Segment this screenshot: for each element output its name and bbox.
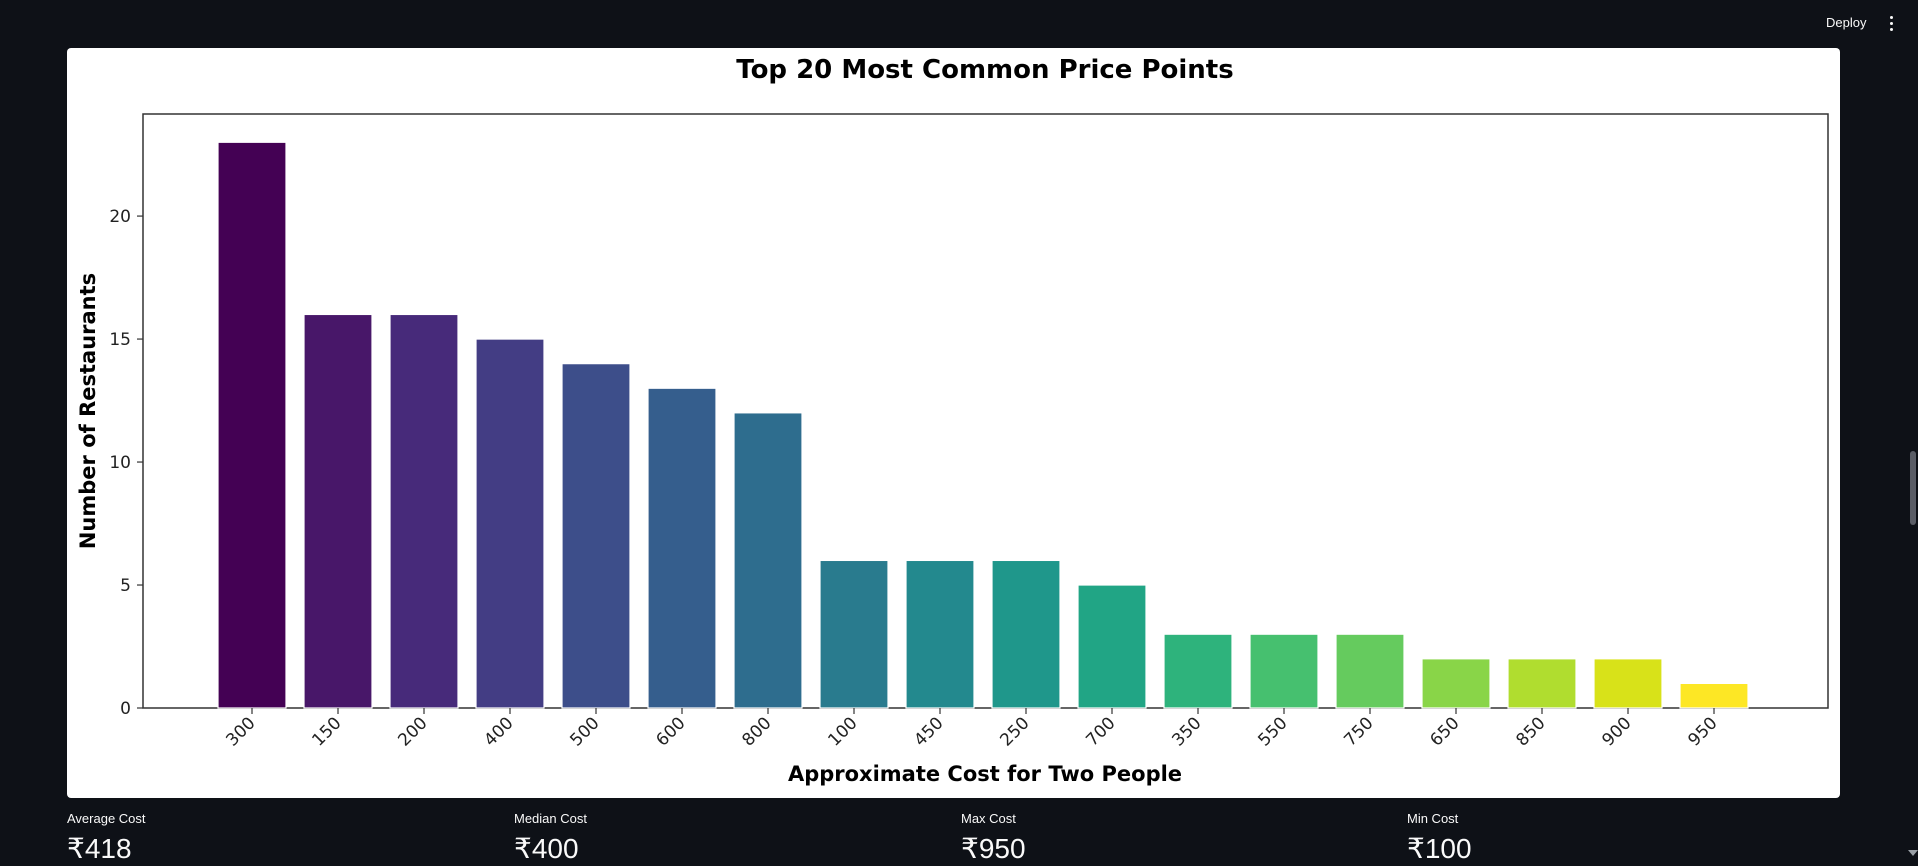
y-tick-label: 20 — [109, 207, 131, 227]
x-tick-label: 750 — [1340, 713, 1377, 750]
deploy-button[interactable]: Deploy — [1826, 15, 1867, 30]
bar-650 — [1421, 658, 1491, 709]
chart-title: Top 20 Most Common Price Points — [736, 55, 1233, 85]
bar-chart: Top 20 Most Common Price Points 0 5 10 15 20… — [76, 55, 1829, 786]
x-tick-label: 700 — [1082, 713, 1119, 750]
bar-700 — [1077, 584, 1147, 709]
top-toolbar: Deploy — [0, 0, 1918, 46]
metric-average-cost: Average Cost ₹418 — [67, 810, 487, 866]
x-tick-label: 500 — [566, 713, 603, 750]
bar-850 — [1507, 658, 1577, 709]
y-tick-label: 0 — [120, 699, 131, 719]
metric-value: ₹100 — [1407, 833, 1472, 864]
y-tick-label: 15 — [109, 330, 131, 350]
more-vertical-icon[interactable] — [1884, 12, 1898, 34]
bar-350 — [1163, 633, 1233, 709]
bar-550 — [1249, 633, 1319, 709]
chart-container: Top 20 Most Common Price Points 0 5 10 15 20… — [67, 48, 1840, 798]
x-tick-label: 850 — [1512, 713, 1549, 750]
x-axis-label: Approximate Cost for Two People — [788, 762, 1182, 786]
metric-median-cost: Median Cost ₹400 — [514, 810, 934, 866]
x-tick-label: 800 — [738, 713, 775, 750]
bar-600 — [647, 387, 717, 709]
x-tick-label: 650 — [1426, 713, 1463, 750]
bar-100 — [819, 559, 889, 709]
metric-label: Min Cost — [1407, 811, 1459, 826]
x-tick-label: 350 — [1168, 713, 1205, 750]
bar-200 — [389, 313, 459, 709]
x-tick-label: 550 — [1254, 713, 1291, 750]
bar-400 — [475, 338, 545, 709]
x-tick-label: 400 — [480, 713, 517, 750]
y-axis-label: Number of Restaurants — [76, 273, 100, 549]
scroll-down-arrow-icon[interactable] — [1908, 850, 1918, 856]
bar-150 — [303, 313, 373, 709]
x-tick-label: 150 — [308, 713, 345, 750]
x-tick-label: 300 — [222, 713, 259, 750]
plot-frame — [142, 113, 1829, 709]
metric-max-cost: Max Cost ₹950 — [961, 810, 1381, 866]
x-tick-label: 600 — [652, 713, 689, 750]
x-tick-label: 950 — [1684, 713, 1721, 750]
metric-label: Max Cost — [961, 811, 1016, 826]
metric-value: ₹950 — [961, 833, 1026, 864]
x-tick-label: 900 — [1598, 713, 1635, 750]
metric-label: Median Cost — [514, 811, 587, 826]
metric-value: ₹418 — [67, 833, 132, 864]
y-tick-label: 5 — [120, 576, 131, 596]
scrollbar-thumb[interactable] — [1910, 451, 1916, 525]
bar-250 — [991, 559, 1061, 709]
metric-label: Average Cost — [67, 811, 146, 826]
metric-min-cost: Min Cost ₹100 — [1407, 810, 1827, 866]
bar-750 — [1335, 633, 1405, 709]
bar-300 — [217, 141, 287, 709]
bar-800 — [733, 412, 803, 709]
x-tick-label: 250 — [996, 713, 1033, 750]
bar-500 — [561, 363, 631, 709]
y-tick-label: 10 — [109, 453, 131, 473]
x-tick-label: 100 — [824, 713, 861, 750]
x-tick-label: 200 — [394, 713, 431, 750]
bar-950 — [1679, 682, 1749, 709]
bar-900 — [1593, 658, 1663, 709]
bar-450 — [905, 559, 975, 709]
x-tick-label: 450 — [910, 713, 947, 750]
metric-value: ₹400 — [514, 833, 579, 864]
